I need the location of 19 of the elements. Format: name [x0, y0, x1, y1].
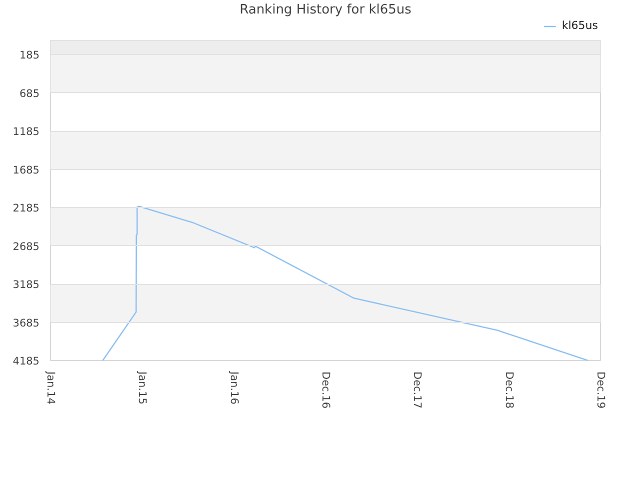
x-tick-label: Jan.15 — [136, 370, 148, 404]
chart-title: Ranking History for kl65us — [240, 2, 412, 18]
x-tick-label: Jan.16 — [228, 370, 240, 405]
x-tick-label: Dec.17 — [411, 372, 424, 409]
x-tick-label: Dec.16 — [320, 372, 332, 409]
y-tick-label: 3685 — [12, 317, 40, 330]
line-series — [102, 206, 589, 360]
y-tick-label: 4185 — [12, 356, 40, 368]
x-tick-label: Jan.14 — [44, 370, 56, 405]
y-tick-label: 685 — [19, 88, 40, 100]
x-tick-label: Dec.19 — [594, 372, 606, 409]
y-tick-label: 1685 — [12, 164, 40, 176]
y-tick-label: 1185 — [12, 126, 40, 138]
y-tick-label: 2685 — [12, 240, 40, 253]
y-tick-label: 2185 — [12, 202, 40, 215]
y-tick-label: 3185 — [12, 279, 40, 292]
y-tick-label: 185 — [19, 50, 40, 62]
legend-label: kl65us — [562, 19, 598, 32]
x-tick-label: Dec.18 — [502, 372, 515, 409]
